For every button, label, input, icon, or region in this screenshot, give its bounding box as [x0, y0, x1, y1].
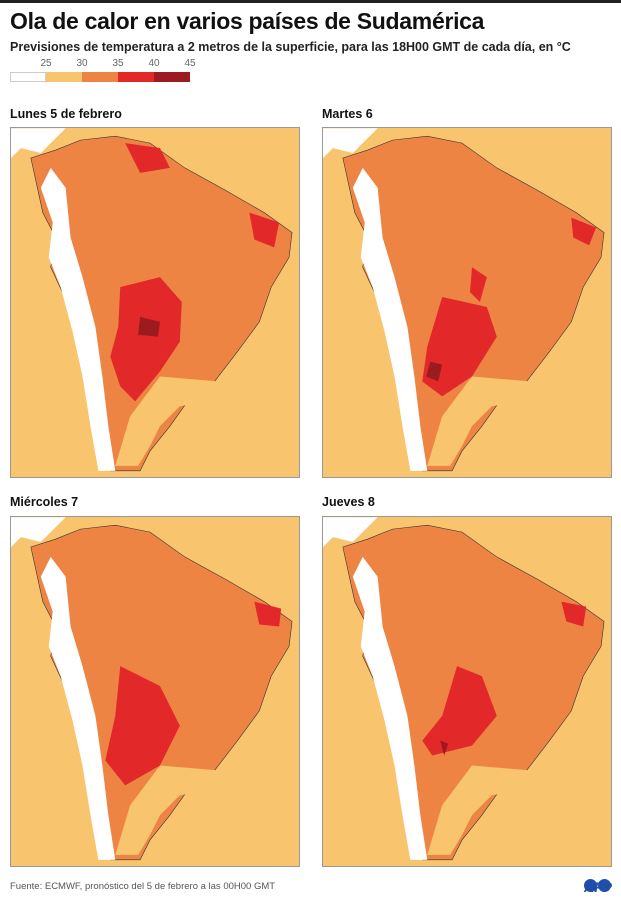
heat-40-45-area — [440, 740, 449, 756]
cool-area-north — [11, 128, 66, 159]
legend-tick: 30 — [76, 58, 88, 69]
panel-title-wednesday: Miércoles 7 — [10, 495, 79, 509]
legend-tick: 45 — [184, 58, 196, 69]
south-cooler-area — [115, 376, 220, 466]
cool-area-north — [323, 517, 378, 548]
map-wednesday — [10, 516, 300, 867]
heat-35-40-area — [105, 666, 180, 786]
subtitle: Previsiones de temperatura a 2 metros de… — [10, 40, 571, 54]
heat-35-40-area — [561, 601, 587, 627]
cool-area-north — [11, 517, 66, 548]
heat-35-40-area — [422, 297, 497, 397]
andes-cool-strip — [40, 556, 116, 860]
legend-tick: 35 — [112, 58, 124, 69]
heat-35-40-area — [249, 212, 280, 248]
map-tuesday — [322, 127, 612, 478]
south-cooler-area — [115, 765, 220, 855]
afp-logo-text: AFP — [584, 879, 612, 895]
legend-tick: 40 — [148, 58, 160, 69]
andes-cool-strip — [352, 556, 428, 860]
legend-swatch-35-40 — [118, 72, 154, 82]
heat-40-45-area — [138, 316, 160, 337]
heat-35-40-area — [254, 601, 282, 627]
heat-35-40-area — [469, 267, 487, 303]
map-thursday — [322, 516, 612, 867]
heat-35-40-area — [571, 217, 597, 246]
south-cooler-area — [427, 376, 532, 466]
page-title: Ola de calor en varios países de Sudamér… — [10, 8, 485, 34]
heat-40-45-area — [426, 361, 443, 382]
andes-cool-strip — [40, 167, 116, 471]
legend-swatch-30-35 — [82, 72, 118, 82]
heat-35-40-area — [110, 277, 182, 402]
panel-title-monday: Lunes 5 de febrero — [10, 107, 122, 121]
legend-swatch-40-45 — [154, 72, 190, 82]
legend-swatch-25-30 — [46, 72, 82, 82]
source-note: Fuente: ECMWF, pronóstico del 5 de febre… — [10, 881, 276, 892]
legend-tick: 25 — [40, 58, 52, 69]
legend-swatch-below-25 — [10, 72, 46, 82]
map-monday — [10, 127, 300, 478]
heat-35-40-area — [422, 666, 497, 756]
panel-title-thursday: Jueves 8 — [322, 495, 375, 509]
top-bar — [0, 0, 621, 3]
panel-title-tuesday: Martes 6 — [322, 107, 373, 121]
afp-logo-dot — [598, 879, 611, 892]
afp-logo: AFP — [583, 877, 612, 895]
andes-cool-strip — [352, 167, 428, 471]
cool-area-north — [323, 128, 378, 159]
south-cooler-area — [427, 765, 532, 855]
